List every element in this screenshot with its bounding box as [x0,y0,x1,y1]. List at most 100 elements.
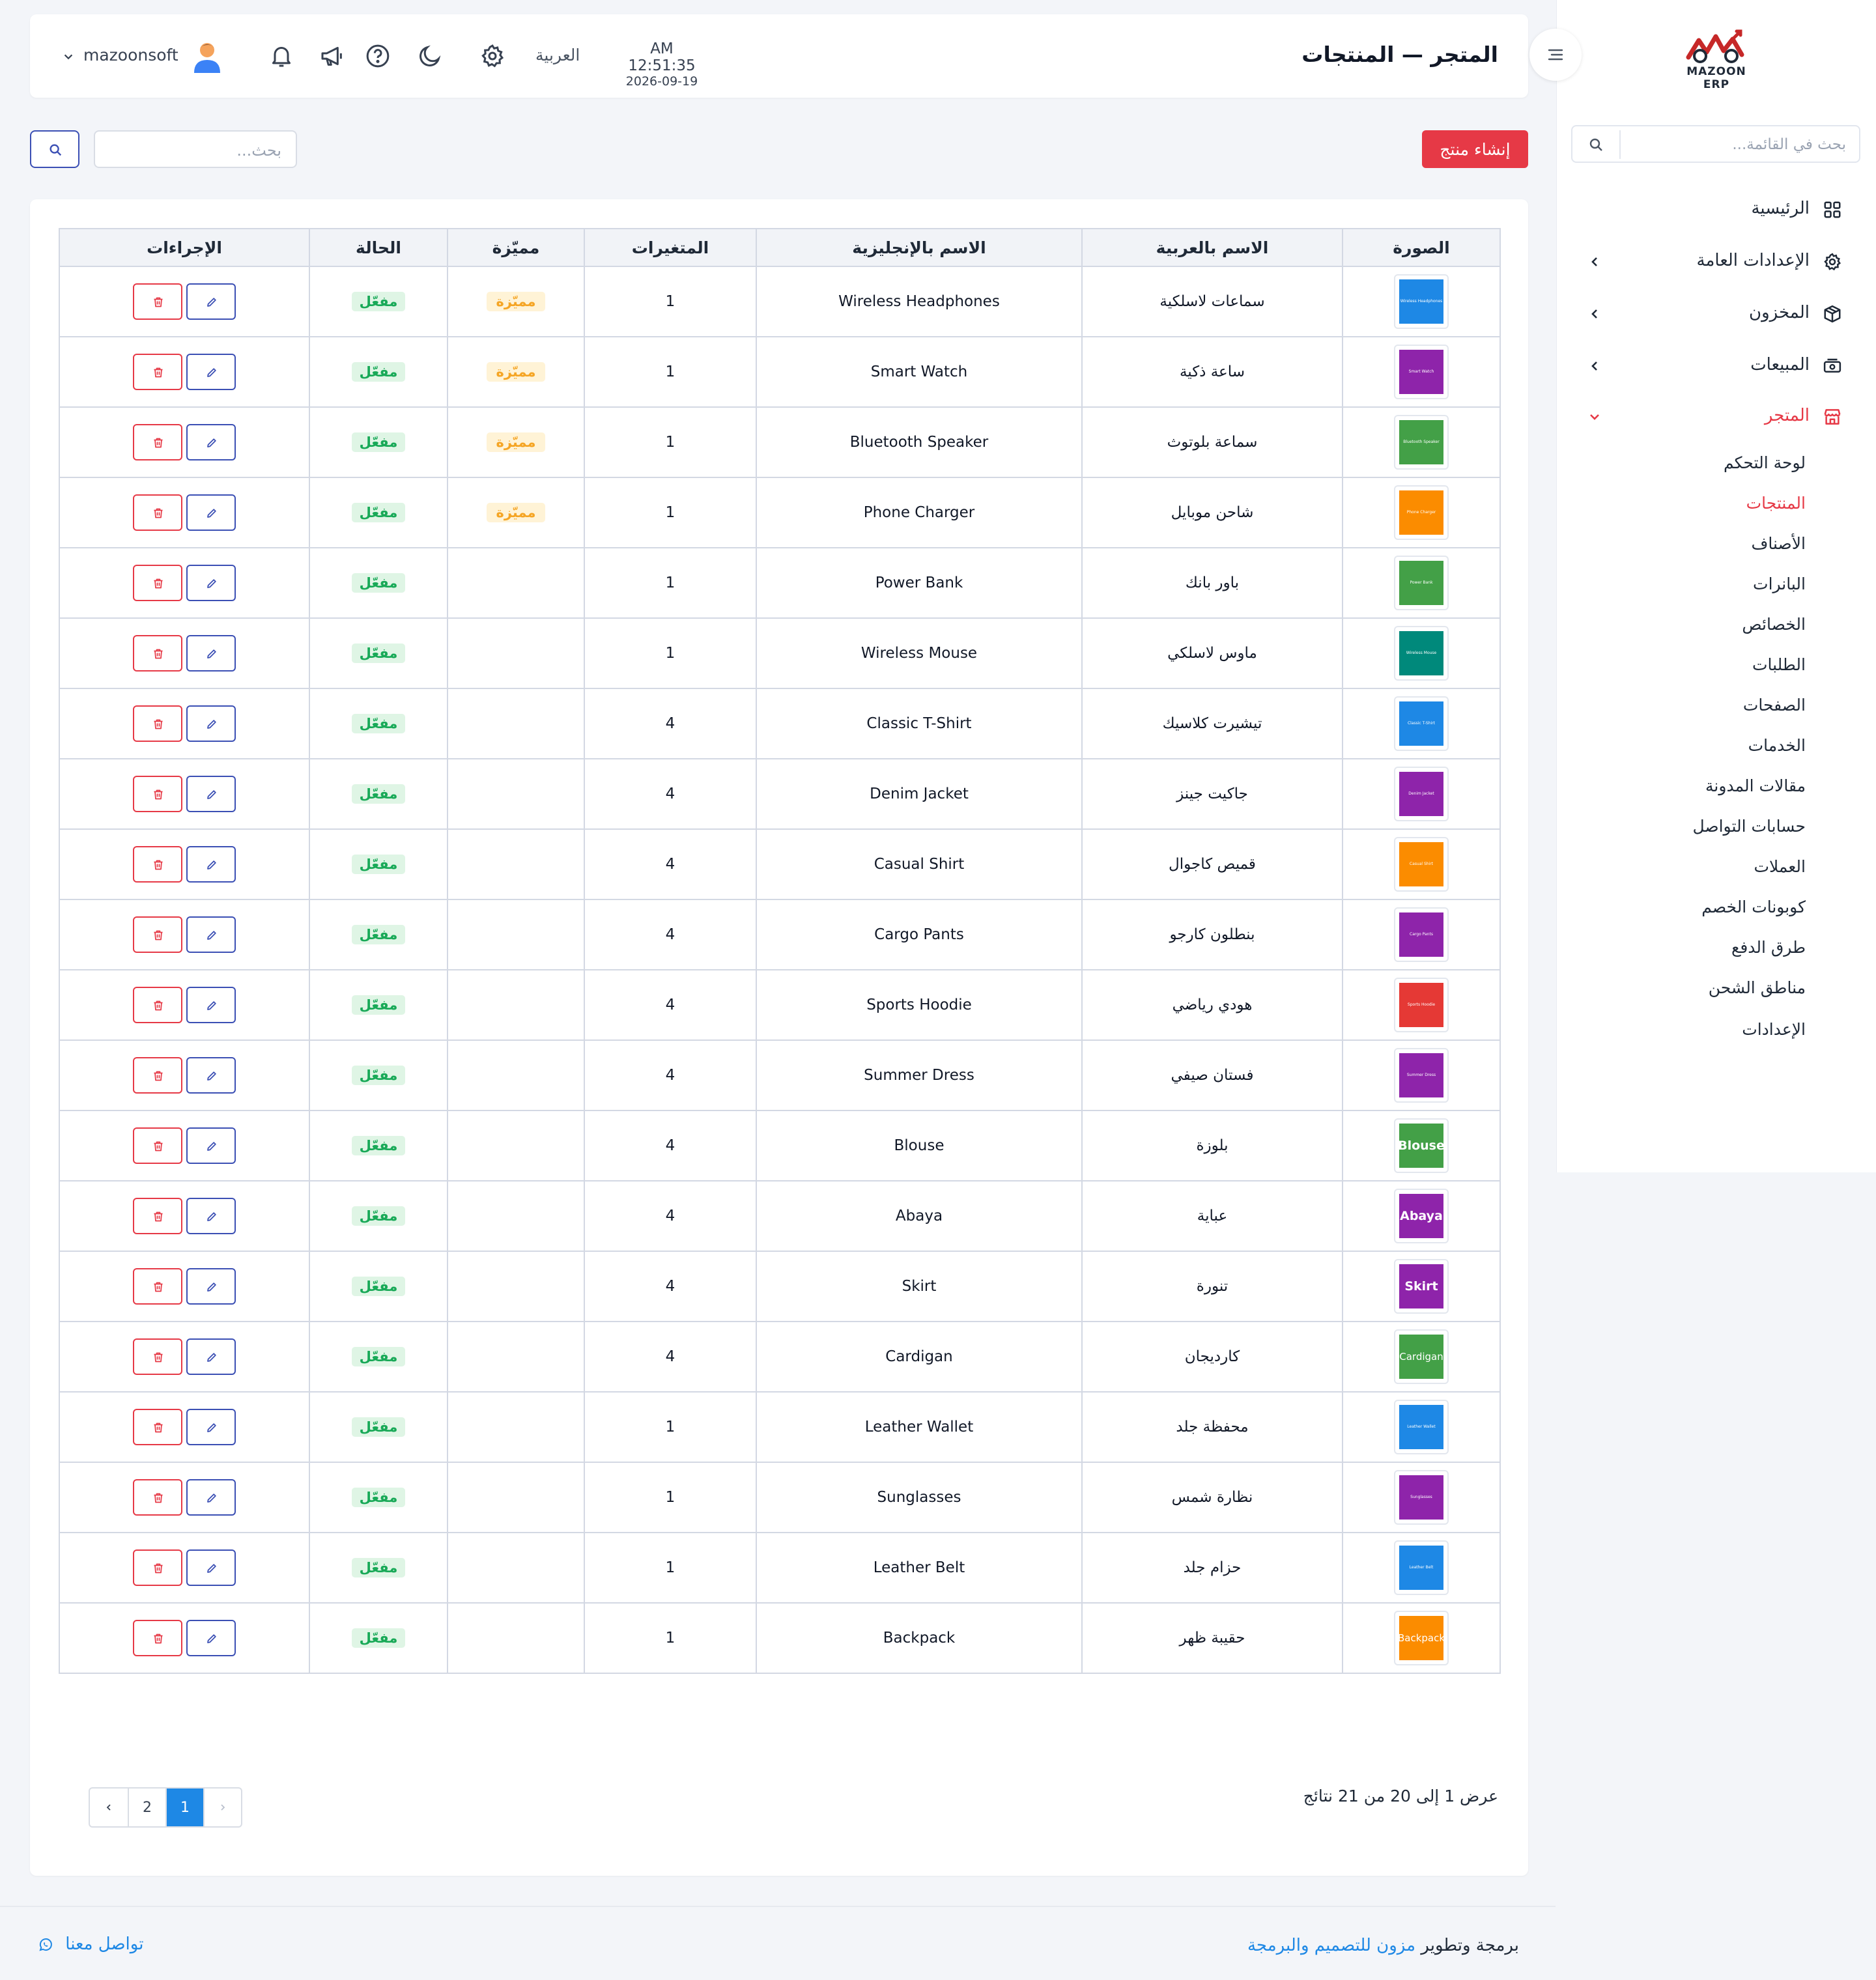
delete-button[interactable] [133,1198,182,1234]
store-submenu-item[interactable]: العملات [1754,857,1806,876]
edit-button[interactable] [186,846,236,883]
search-input[interactable] [104,139,283,162]
edit-button[interactable] [186,565,236,601]
megaphone-icon[interactable] [319,43,345,69]
edit-button[interactable] [186,424,236,460]
edit-button[interactable] [186,283,236,320]
edit-button[interactable] [186,354,236,390]
product-thumbnail[interactable]: Summer Dress [1394,1048,1449,1103]
product-thumbnail[interactable]: Phone Charger [1394,485,1449,540]
pagination-page-2[interactable]: 2 [128,1789,165,1826]
edit-button[interactable] [186,1479,236,1516]
product-thumbnail[interactable]: Backpack [1394,1611,1449,1665]
delete-button[interactable] [133,916,182,953]
edit-button[interactable] [186,1409,236,1445]
product-thumbnail[interactable]: Classic T-Shirt [1394,696,1449,751]
store-submenu-item[interactable]: مقالات المدونة [1705,776,1806,795]
store-submenu-item[interactable]: الإعدادات [1742,1020,1806,1039]
bell-icon[interactable] [268,43,294,69]
delete-button[interactable] [133,354,182,390]
store-submenu-item[interactable]: لوحة التحكم [1723,453,1806,472]
pagination-page-1[interactable]: 1 [165,1789,203,1826]
store-submenu-item[interactable]: البانرات [1753,574,1806,593]
pagination-prev[interactable] [90,1789,128,1826]
contact-link[interactable]: تواصل معنا [38,1934,143,1954]
store-submenu-item[interactable]: كوبونات الخصم [1701,898,1806,916]
delete-button[interactable] [133,635,182,672]
product-thumbnail[interactable]: Cardigan [1394,1329,1449,1384]
settings-icon[interactable] [479,43,505,69]
edit-button[interactable] [186,494,236,531]
product-thumbnail[interactable]: Wireless Headphones [1394,274,1449,329]
delete-button[interactable] [133,1268,182,1305]
product-thumbnail[interactable]: Casual Shirt [1394,837,1449,892]
nav-item-home[interactable]: الرئيسية [1557,190,1876,229]
delete-button[interactable] [133,494,182,531]
edit-button[interactable] [186,776,236,812]
store-submenu-item[interactable]: الخصائص [1742,615,1806,634]
nav-item-inventory[interactable]: المخزون [1557,294,1876,333]
app-logo[interactable]: MAZOON ERP [1674,26,1759,91]
edit-button[interactable] [186,1057,236,1094]
edit-button[interactable] [186,635,236,672]
credit-link[interactable]: مزون للتصميم والبرمجة [1247,1936,1416,1955]
delete-button[interactable] [133,1479,182,1516]
username[interactable]: mazoonsoft [83,46,178,64]
edit-button[interactable] [186,1268,236,1305]
delete-button[interactable] [133,283,182,320]
edit-button[interactable] [186,1127,236,1164]
delete-button[interactable] [133,565,182,601]
delete-button[interactable] [133,1620,182,1656]
edit-button[interactable] [186,705,236,742]
product-thumbnail[interactable]: Abaya [1394,1189,1449,1243]
product-thumbnail[interactable]: Blouse [1394,1118,1449,1173]
delete-button[interactable] [133,1409,182,1445]
edit-button[interactable] [186,1549,236,1586]
sidebar-toggle-button[interactable] [1529,29,1582,81]
product-thumbnail[interactable]: Skirt [1394,1259,1449,1314]
pagination-next[interactable] [203,1789,241,1826]
edit-button[interactable] [186,1620,236,1656]
store-submenu-item[interactable]: الصفحات [1742,696,1806,714]
product-thumbnail[interactable]: Leather Wallet [1394,1400,1449,1454]
edit-button[interactable] [186,987,236,1023]
store-submenu-item[interactable]: الطلبات [1752,655,1806,674]
product-thumbnail[interactable]: Leather Belt [1394,1540,1449,1595]
delete-button[interactable] [133,1057,182,1094]
store-submenu-item[interactable]: المنتجات [1746,494,1806,513]
product-thumbnail[interactable]: Smart Watch [1394,345,1449,399]
edit-button[interactable] [186,916,236,953]
product-thumbnail[interactable]: Bluetooth Speaker [1394,415,1449,470]
product-thumbnail[interactable]: Denim Jacket [1394,767,1449,821]
delete-button[interactable] [133,1338,182,1375]
nav-item-store[interactable]: المتجر [1557,397,1876,436]
delete-button[interactable] [133,424,182,460]
moon-icon[interactable] [417,43,443,69]
language-switcher[interactable]: العربية [535,46,580,64]
product-thumbnail[interactable]: Sunglasses [1394,1470,1449,1525]
nav-item-sales[interactable]: المبيعات [1557,346,1876,386]
product-thumbnail[interactable]: Sports Hoodie [1394,978,1449,1032]
nav-item-general-settings[interactable]: الإعدادات العامة [1557,242,1876,281]
store-submenu-item[interactable]: الخدمات [1748,736,1806,755]
product-thumbnail[interactable]: Power Bank [1394,556,1449,610]
edit-button[interactable] [186,1198,236,1234]
store-submenu-item[interactable]: طرق الدفع [1731,938,1806,957]
delete-button[interactable] [133,987,182,1023]
help-icon[interactable] [365,43,391,69]
store-submenu-item[interactable]: حسابات التواصل [1692,817,1806,836]
delete-button[interactable] [133,1127,182,1164]
product-thumbnail[interactable]: Wireless Mouse [1394,626,1449,681]
store-submenu-item[interactable]: الأصناف [1751,534,1806,553]
edit-button[interactable] [186,1338,236,1375]
store-submenu-item[interactable]: مناطق الشحن [1708,978,1806,997]
avatar[interactable] [192,40,223,74]
search-icon[interactable] [1588,137,1604,152]
delete-button[interactable] [133,705,182,742]
delete-button[interactable] [133,776,182,812]
product-thumbnail[interactable]: Cargo Pants [1394,907,1449,962]
sidebar-search-input[interactable] [1623,133,1847,156]
delete-button[interactable] [133,1549,182,1586]
search-button[interactable] [30,130,79,168]
chevron-down-icon[interactable] [63,51,74,63]
